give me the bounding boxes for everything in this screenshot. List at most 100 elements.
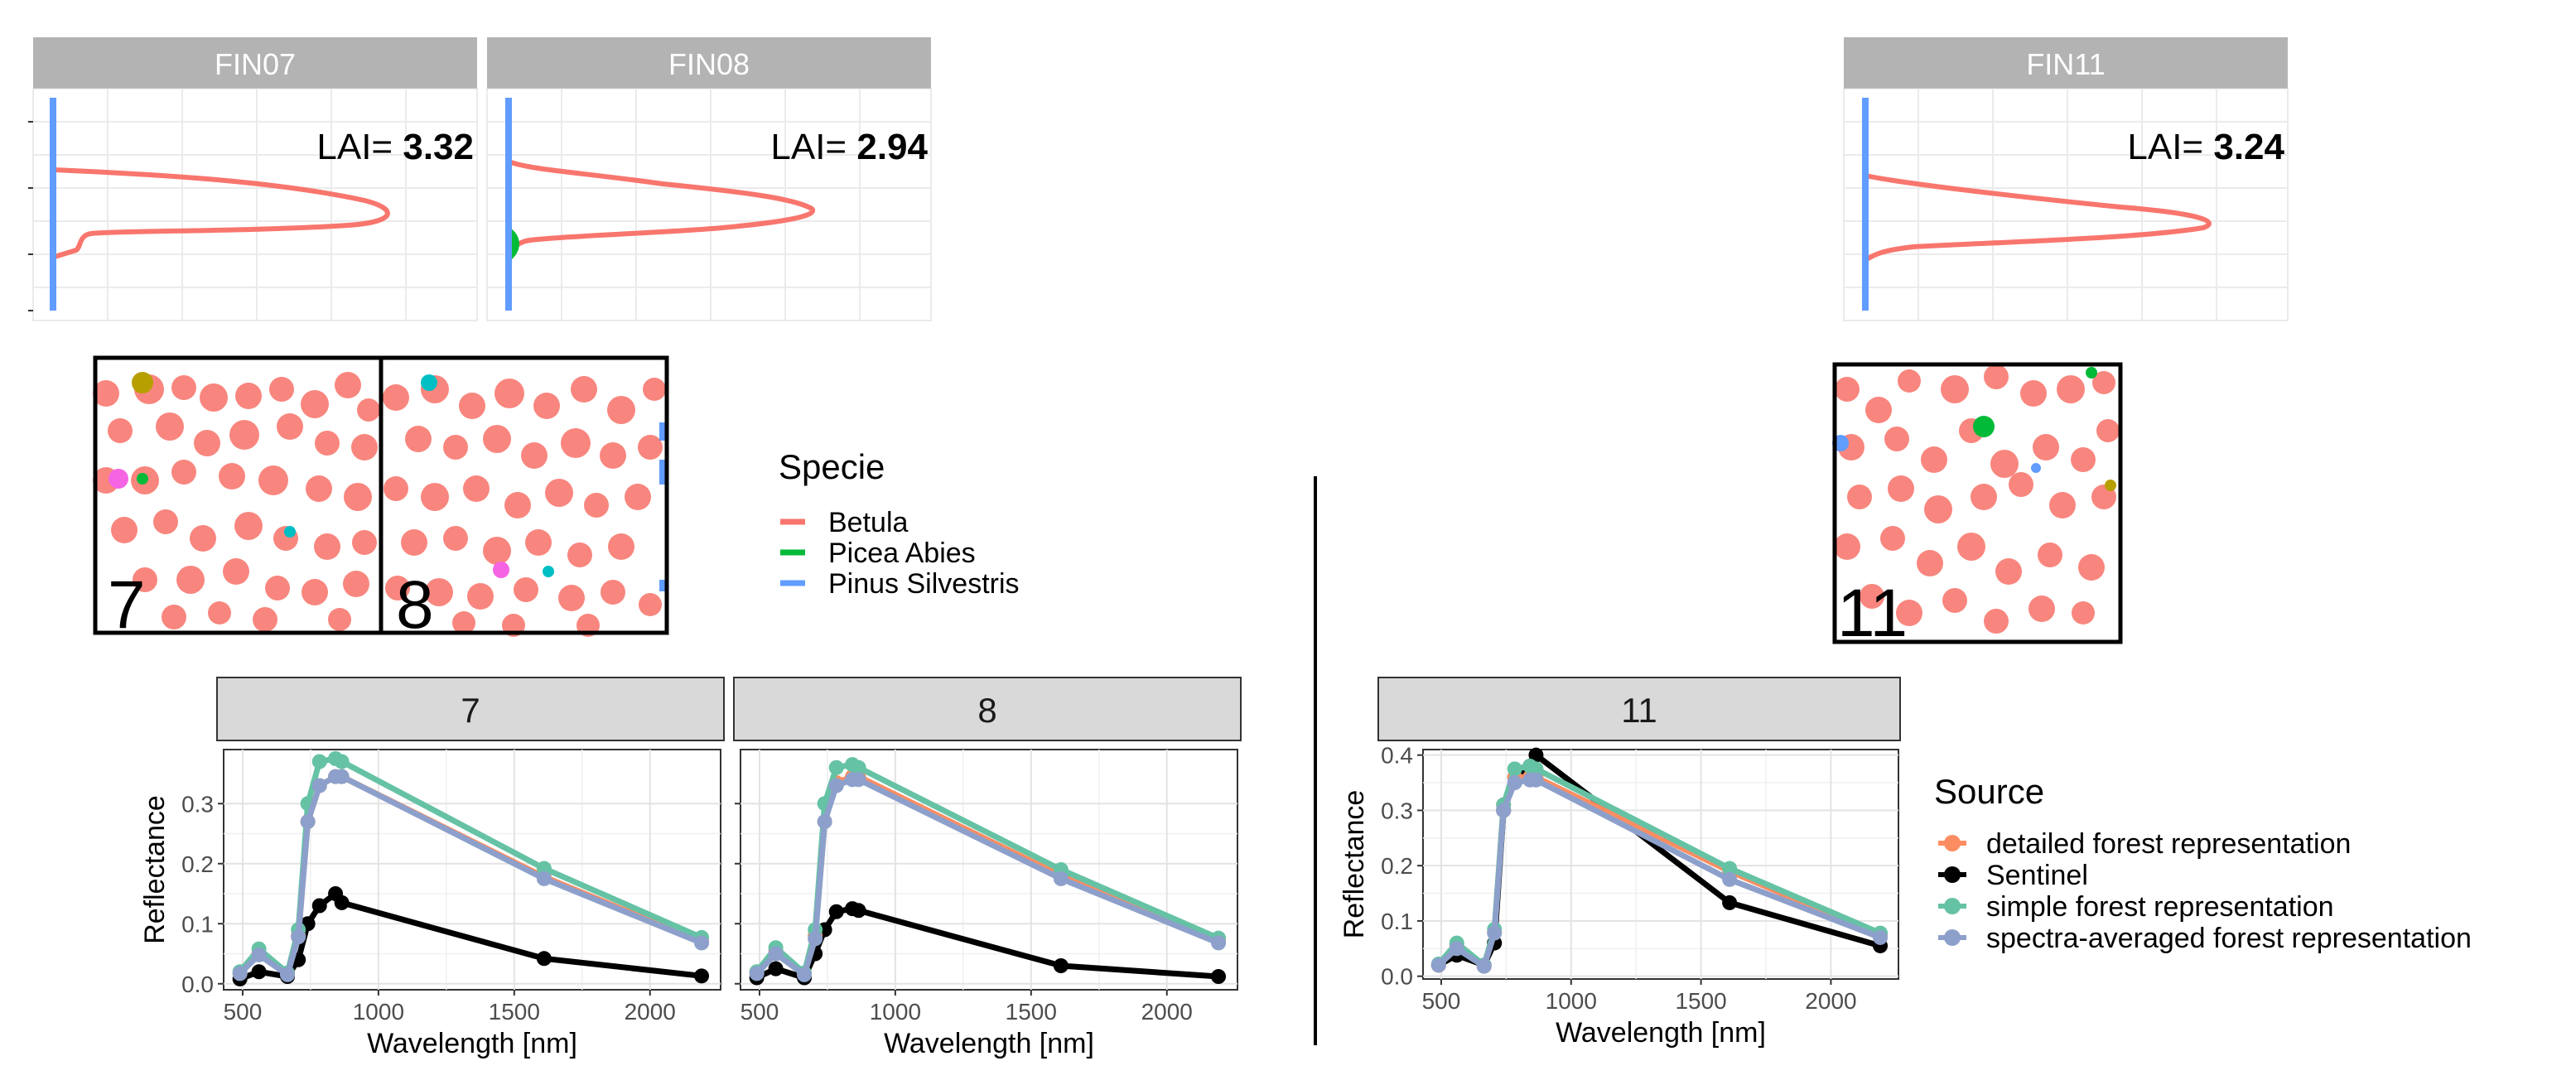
y-tick-label: 0.0	[181, 972, 214, 997]
data-point	[1430, 957, 1446, 973]
x-tick-label: 2000	[1141, 999, 1193, 1025]
data-point	[1528, 772, 1544, 788]
lai-plot-area	[486, 88, 932, 321]
data-point	[291, 929, 306, 945]
data-point	[828, 778, 844, 793]
facet-strip	[1844, 37, 2288, 89]
data-point	[768, 946, 784, 962]
other-species-crown	[109, 469, 128, 489]
data-point	[536, 861, 552, 876]
data-point	[1722, 871, 1738, 887]
data-point	[1053, 958, 1069, 973]
legend-label: Sentinel	[1986, 860, 2088, 891]
x-tick-label: 1500	[489, 999, 540, 1025]
legend-item-spectra-averaged: spectra-averaged forest representation	[1938, 923, 2472, 954]
data-point	[334, 769, 350, 784]
legend-label: spectra-averaged forest representation	[1986, 923, 2472, 954]
data-point	[311, 754, 327, 769]
data-point	[251, 947, 267, 962]
series-line	[755, 776, 1220, 978]
x-tick-label: 1000	[353, 999, 404, 1025]
map-border	[1832, 362, 2123, 644]
data-point	[1873, 929, 1889, 945]
data-point	[808, 931, 823, 947]
reflectance-chart-11: 11 500 1000 1500 2000 0.0 0.1 0.2 0.3 0.4 Wavelen…	[1339, 677, 1901, 1049]
x-axis-label: Wavelength [nm]	[367, 1028, 577, 1059]
facet-strip-label: FIN11	[2026, 47, 2105, 81]
facet-strip-label: FIN08	[668, 47, 750, 81]
tree-map-11: 11	[1832, 362, 2123, 651]
lai-panel-fin08: FIN08 LAI= 2.94	[486, 37, 932, 321]
facet-strip	[33, 37, 477, 89]
facet-strip	[487, 37, 931, 89]
legend-key	[1944, 929, 1961, 946]
data-point	[1528, 761, 1544, 777]
lai-plot-area	[1843, 88, 2289, 321]
legend-label: Pinus Silvestris	[828, 568, 1020, 600]
lai-grid	[1844, 89, 2288, 321]
facet-strip-label: 8	[977, 691, 996, 730]
y-tick-label: 0.2	[181, 851, 214, 877]
facet-strip-label: 11	[1621, 691, 1657, 730]
map-label: 11	[1837, 576, 1908, 651]
pinus-crown	[659, 422, 667, 441]
data-point	[1487, 925, 1503, 941]
facet-strip	[1377, 677, 1901, 741]
specie-legend: Specie Betula Picea Abies Pinus Silvestr…	[779, 447, 1020, 600]
betula-density-curve	[507, 159, 816, 254]
data-point	[694, 968, 710, 984]
y-tick-label: 0.4	[1381, 743, 1413, 769]
betula-density-curve	[53, 167, 390, 259]
data-point	[280, 967, 296, 982]
x-axis-label: Wavelength [nm]	[884, 1028, 1094, 1059]
other-species-crown	[284, 526, 296, 538]
lai-label: LAI= 2.94	[770, 127, 928, 167]
x-tick-label: 1500	[1006, 999, 1057, 1025]
pinus-crown	[659, 580, 667, 591]
other-species-crown	[421, 374, 437, 391]
data-point	[1496, 803, 1512, 818]
data-point	[694, 935, 710, 951]
x-tick-label: 2000	[1805, 988, 1856, 1014]
y-tick-label: 0.1	[181, 911, 214, 937]
source-legend: Source detailed forest representation Se…	[1934, 772, 2472, 954]
series-line	[238, 774, 703, 978]
map-border	[379, 355, 669, 635]
picea-crown	[2086, 367, 2097, 379]
y-tick-label: 0.1	[1381, 909, 1413, 934]
data-point	[851, 903, 866, 919]
legend-label: Betula	[828, 507, 908, 538]
series-sentinel	[232, 886, 710, 986]
y-tick-label: 0.3	[181, 791, 214, 817]
data-point	[1211, 935, 1227, 951]
data-point	[1722, 895, 1738, 910]
series-spectra-averaged-forest-representation	[749, 772, 1227, 982]
other-species-crown	[132, 372, 153, 393]
y-axis-label: Reflectance	[1339, 790, 1370, 939]
y-tick-label: 0.3	[1381, 798, 1413, 823]
data-point	[1211, 969, 1227, 985]
lai-grid	[33, 89, 477, 321]
betula-density-curve	[1864, 173, 2212, 263]
legend-item-sentinel: Sentinel	[1938, 860, 2088, 891]
data-point	[1722, 861, 1738, 876]
other-species-crown	[2105, 480, 2116, 491]
pinus-crown	[2031, 463, 2041, 473]
legend-label: simple forest representation	[1986, 891, 2334, 923]
data-point	[311, 778, 327, 793]
x-tick-label: 1000	[1546, 988, 1597, 1014]
series-line	[239, 890, 702, 982]
picea-crown	[137, 473, 148, 485]
y-tick-label: 0.0	[1381, 964, 1413, 990]
data-point	[311, 898, 327, 914]
x-tick-label: 1000	[870, 999, 921, 1025]
data-point	[536, 870, 552, 886]
series-line	[755, 905, 1219, 981]
data-point	[851, 760, 866, 775]
x-tick-label: 500	[740, 999, 779, 1025]
reflectance-chart-8: 8 500 1000 1500 2000 Wavelength [nm]	[733, 677, 1242, 1059]
data-point	[1449, 941, 1464, 957]
tree-map-7: 7	[93, 355, 384, 643]
legend-item-detailed: detailed forest representation	[1938, 828, 2351, 860]
